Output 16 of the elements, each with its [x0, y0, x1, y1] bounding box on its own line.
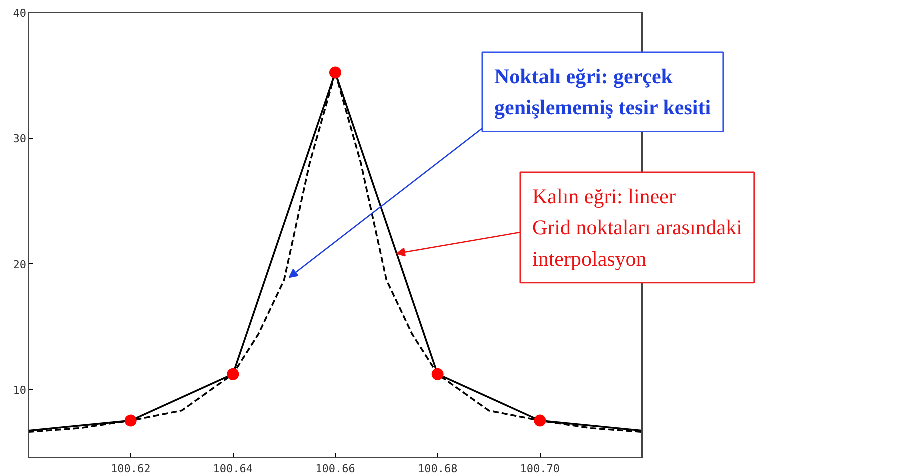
x-tick-label: 100.66: [316, 462, 356, 476]
point: [432, 368, 444, 380]
point: [330, 66, 342, 79]
x-tick-label: 100.64: [213, 462, 254, 476]
y-tick-label: 30: [13, 132, 27, 146]
x-tick-label: 100.68: [418, 462, 458, 476]
y-tick-label: 20: [13, 258, 27, 272]
annotation: Kalın eğri: lineer Grid noktaları arasındaki interpolasyon: [532, 184, 743, 271]
y-tick-label: 40: [13, 7, 27, 20]
x-tick-label: 100.62: [110, 462, 151, 476]
y-tick-label: 10: [13, 384, 27, 397]
point: [534, 414, 546, 427]
point: [124, 414, 137, 427]
annotation: Noktalı eğri: gerçek genişlememiş tesir kesiti: [494, 64, 712, 120]
x-tick-label: 100.70: [520, 462, 560, 476]
point: [227, 368, 240, 380]
